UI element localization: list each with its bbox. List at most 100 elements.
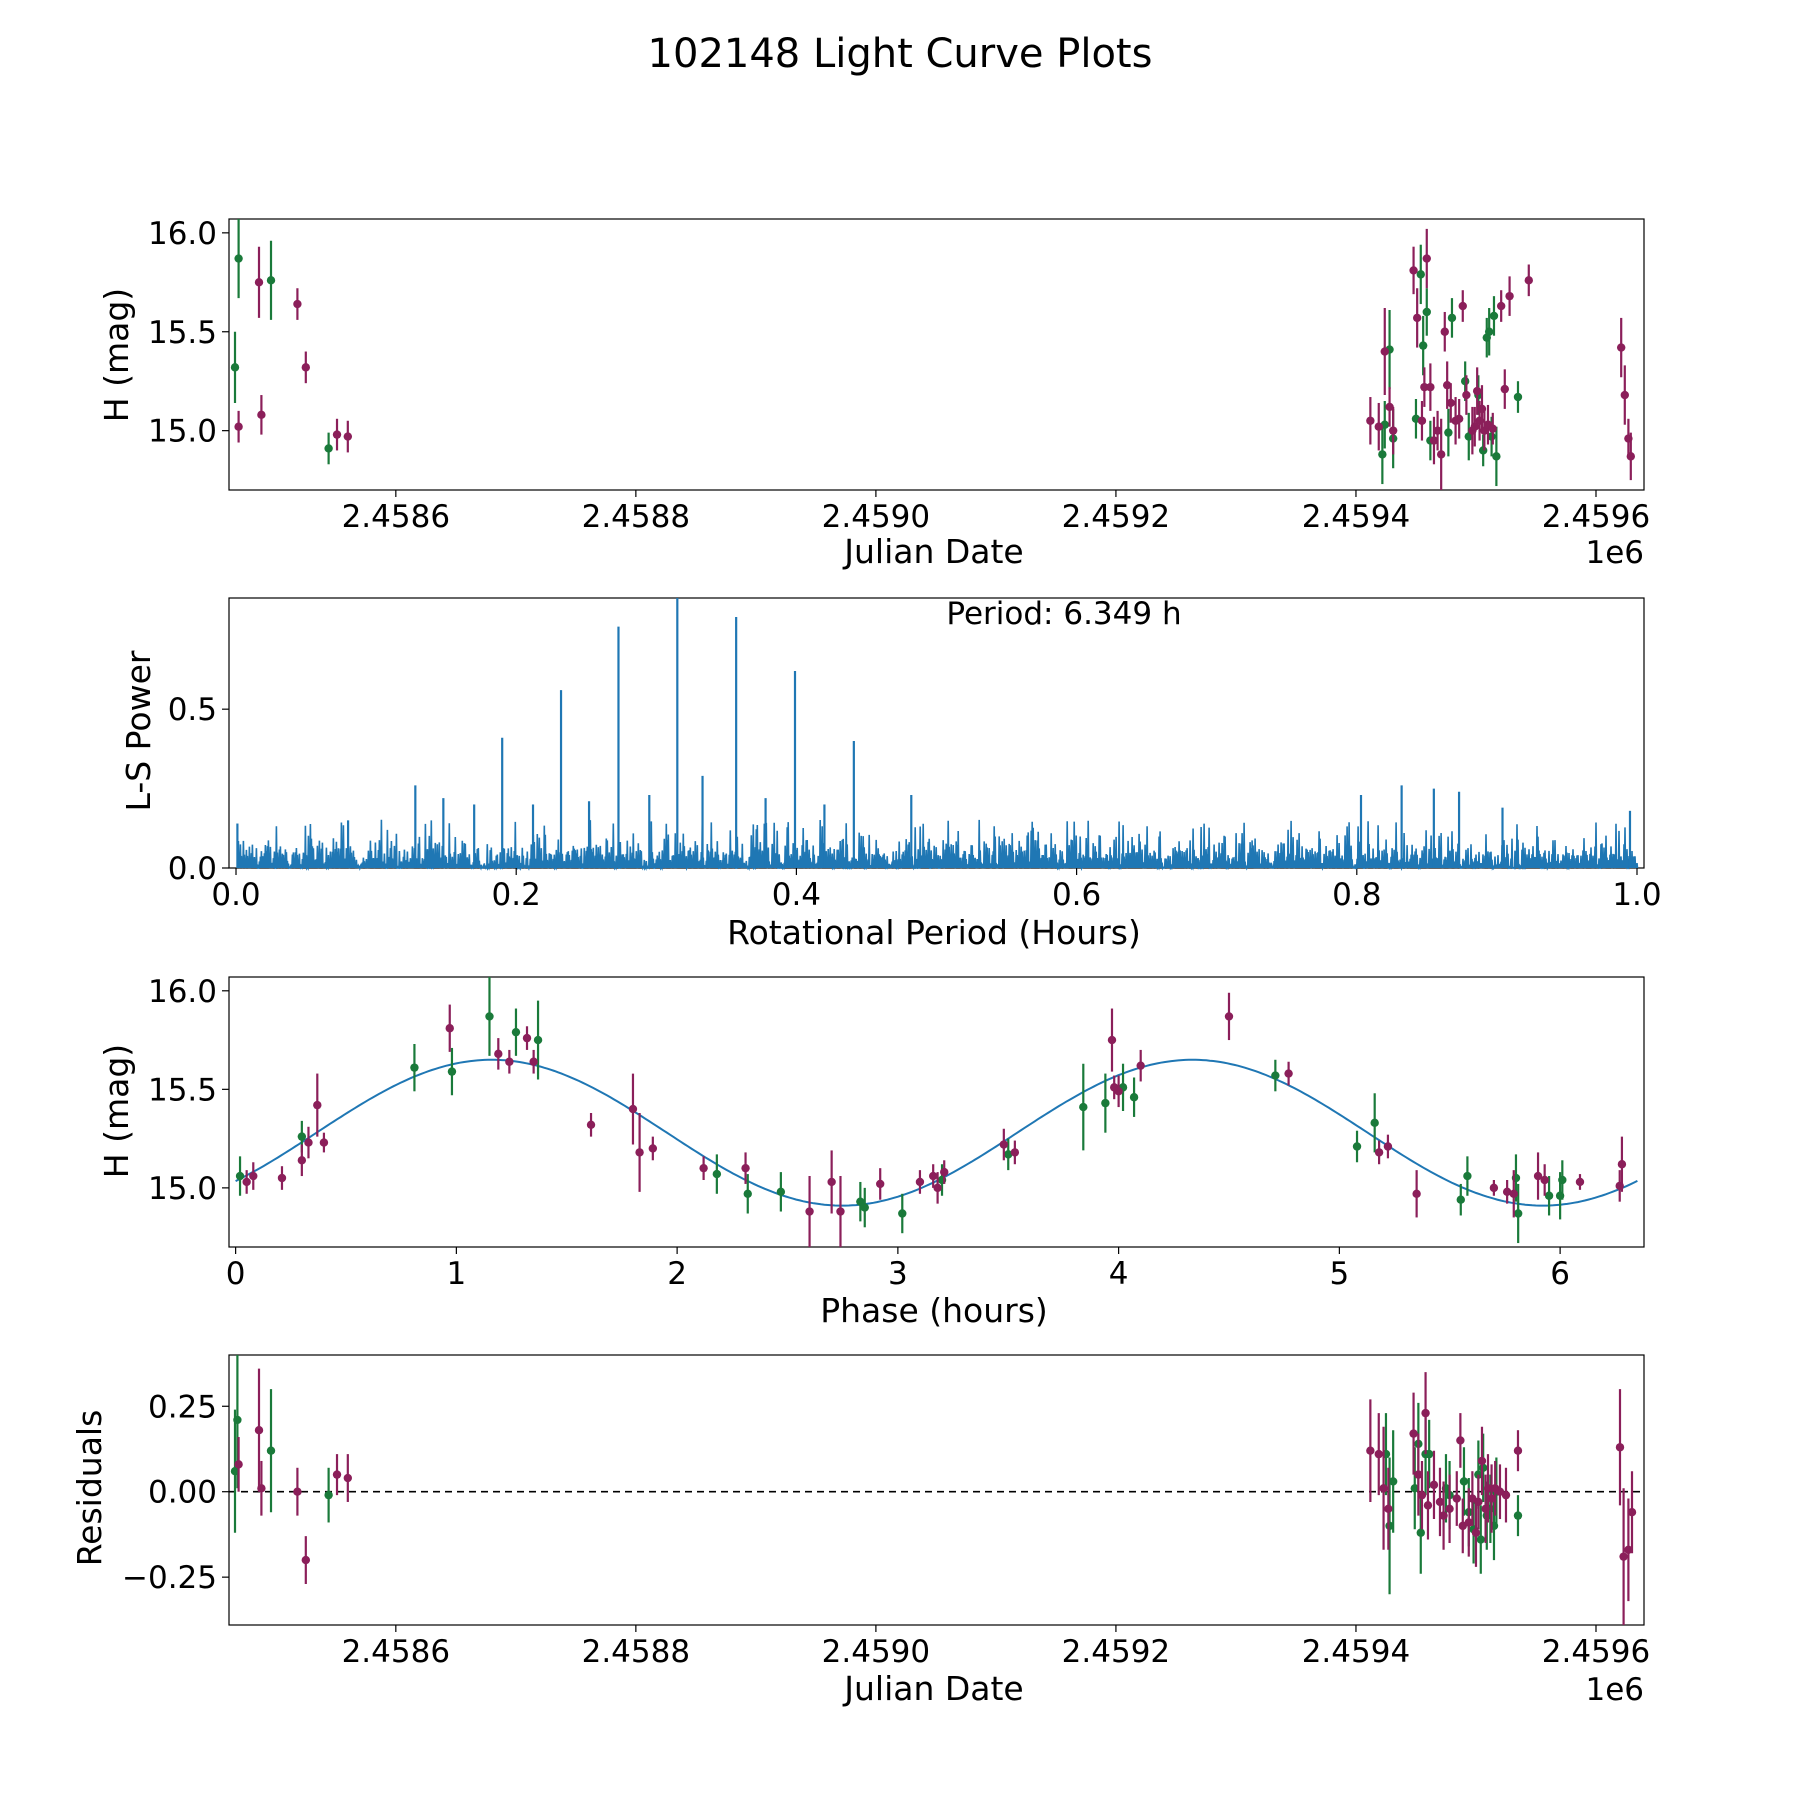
lc-xtick-label: 2.4588 — [582, 499, 690, 535]
phase-frame — [228, 976, 1645, 1248]
ls-xtick-label: 0.0 — [211, 877, 260, 913]
phase-point-purple — [1136, 1061, 1145, 1070]
lc-point-purple — [1374, 422, 1383, 431]
lc-point-purple — [1422, 254, 1431, 263]
res-points — [230, 1355, 1637, 1625]
phase-point-purple — [1489, 1183, 1499, 1193]
phase-point-purple — [933, 1183, 942, 1193]
lc-point-purple — [1440, 327, 1449, 336]
phase-point-green — [1101, 1098, 1110, 1108]
phase-point-green — [533, 1035, 543, 1045]
phase-point-green — [1513, 1209, 1523, 1218]
lc-ytick-label: 16.0 — [148, 216, 217, 252]
lc-xtick-label: 2.4590 — [822, 499, 930, 535]
phase-point-purple — [494, 1049, 503, 1059]
lc-points — [230, 219, 1635, 490]
res-point-green — [1410, 1484, 1419, 1493]
res-point-purple — [1627, 1508, 1637, 1517]
res-point-purple — [1435, 1497, 1445, 1507]
phased-curve-panel: H (mag) Phase (hours) 0 1 2 3 4 5 6 15.0 15.5 16.… — [97, 974, 1645, 1330]
lc-ytick-label: 15.5 — [148, 315, 217, 351]
lc-point-green — [1489, 311, 1499, 321]
lc-xlabel: Julian Date — [842, 532, 1024, 571]
phase-point-purple — [313, 1100, 322, 1110]
phase-xtick-label: 5 — [1329, 1256, 1349, 1292]
phase-point-purple — [505, 1057, 514, 1066]
res-point-purple — [1487, 1494, 1496, 1503]
lc-point-purple — [1412, 313, 1422, 323]
phase-point-purple — [648, 1144, 658, 1153]
lc-point-green — [1378, 450, 1387, 459]
phase-point-purple — [635, 1148, 644, 1157]
res-point-green — [324, 1490, 333, 1500]
res-point-purple — [1501, 1490, 1511, 1500]
lc-point-purple — [1436, 450, 1446, 459]
res-point-purple — [1452, 1494, 1461, 1503]
phase-points — [235, 977, 1627, 1247]
res-point-purple — [234, 1460, 243, 1469]
lc-point-purple — [257, 410, 266, 420]
phase-xtick-label: 1 — [447, 1256, 467, 1292]
lc-point-purple — [343, 432, 353, 441]
phase-point-green — [511, 1027, 521, 1037]
phase-point-green — [1079, 1102, 1088, 1112]
res-point-purple — [1374, 1449, 1383, 1459]
res-ylabel: Residuals — [70, 1410, 109, 1567]
res-xlabel: Julian Date — [842, 1669, 1024, 1708]
res-point-purple — [293, 1487, 302, 1496]
lc-point-purple — [1420, 382, 1429, 392]
lc-xtick-label: 2.4592 — [1062, 499, 1170, 535]
lc-point-purple — [1470, 422, 1479, 431]
lc-point-purple — [1462, 390, 1471, 400]
phase-point-purple — [522, 1033, 532, 1043]
phase-point-purple — [319, 1138, 329, 1147]
phase-point-purple — [1224, 1012, 1234, 1021]
phase-point-purple — [586, 1120, 596, 1130]
lc-point-purple — [1500, 384, 1509, 394]
phase-xtick-label: 3 — [888, 1256, 908, 1292]
phase-point-purple — [1284, 1069, 1293, 1078]
phase-point-green — [776, 1187, 786, 1197]
phase-point-purple — [1412, 1189, 1421, 1198]
res-point-purple — [254, 1425, 264, 1435]
phase-point-green — [856, 1197, 865, 1206]
res-point-purple — [1379, 1484, 1388, 1493]
res-point-purple — [1477, 1456, 1487, 1466]
res-point-purple — [1619, 1552, 1628, 1561]
res-offset-label: 1e6 — [1585, 1672, 1644, 1708]
res-point-purple — [1456, 1436, 1465, 1445]
lc-frame — [228, 218, 1645, 491]
phase-xtick-label: 0 — [226, 1256, 246, 1292]
phase-point-purple — [445, 1024, 454, 1033]
phase-point-purple — [1575, 1177, 1585, 1187]
phase-point-green — [1463, 1171, 1472, 1181]
phase-point-purple — [1617, 1160, 1627, 1169]
phase-point-green — [410, 1063, 419, 1072]
phase-ytick-label: 15.5 — [148, 1072, 217, 1108]
phase-point-green — [712, 1169, 722, 1179]
lc-point-purple — [254, 278, 264, 287]
lc-offset-label: 1e6 — [1585, 535, 1644, 571]
res-point-purple — [332, 1470, 342, 1479]
phase-xlabel: Phase (hours) — [820, 1291, 1048, 1330]
lc-point-purple — [1458, 301, 1467, 311]
res-point-purple — [1384, 1504, 1393, 1513]
res-point-purple — [1445, 1504, 1454, 1513]
phase-point-purple — [940, 1167, 949, 1177]
res-point-green — [1476, 1535, 1485, 1544]
lc-point-purple — [1616, 343, 1626, 352]
res-point-purple — [1615, 1443, 1625, 1452]
res-xtick-label: 2.4592 — [1062, 1634, 1170, 1670]
phase-ytick-label: 16.0 — [148, 974, 217, 1010]
phase-point-green — [297, 1132, 307, 1141]
phase-point-green — [1544, 1191, 1554, 1200]
ls-xlabel: Rotational Period (Hours) — [727, 913, 1141, 952]
ls-power-line — [236, 819, 1639, 872]
lc-point-purple — [293, 299, 302, 309]
lc-point-purple — [1454, 414, 1464, 423]
lc-point-purple — [1505, 291, 1514, 301]
phase-point-purple — [1509, 1189, 1518, 1198]
res-point-green — [1424, 1449, 1434, 1459]
res-xtick-label: 2.4588 — [582, 1634, 690, 1670]
lc-point-purple — [1626, 452, 1635, 461]
